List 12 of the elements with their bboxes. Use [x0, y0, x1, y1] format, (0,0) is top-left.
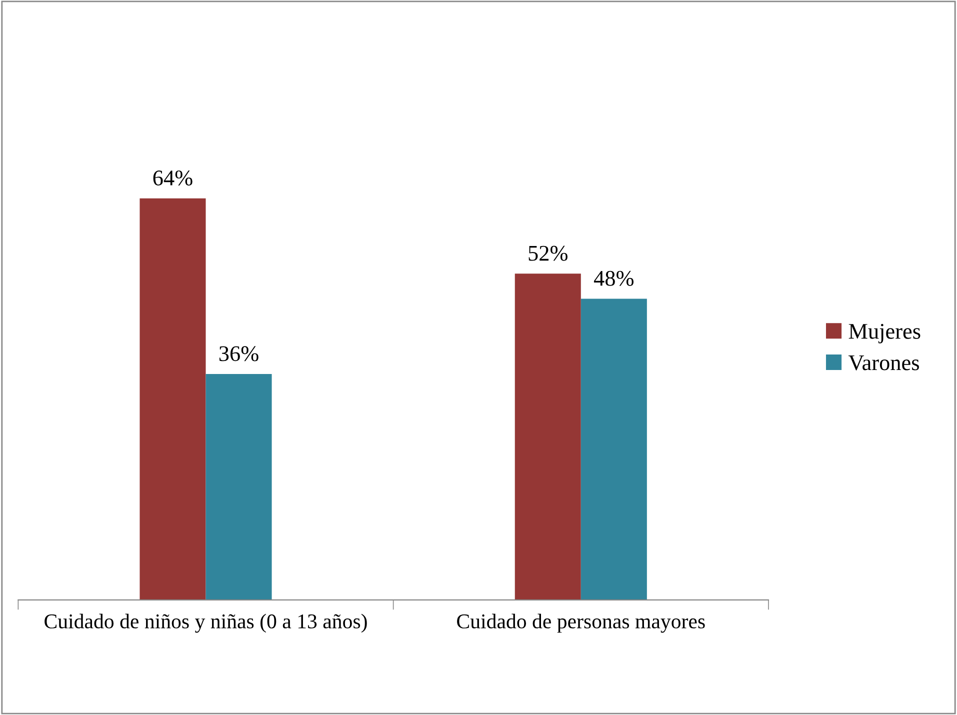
data-label: 64% — [153, 170, 192, 186]
data-label: 52% — [528, 246, 568, 261]
legend-label: Mujeres — [848, 324, 920, 344]
x-tick-label: Cuidado de personas mayores — [457, 614, 705, 633]
x-tick-label: Cuidado de niños y niñas (0 a 13 años) — [44, 614, 367, 633]
bar — [514, 274, 581, 600]
data-label: 36% — [219, 346, 258, 362]
bar — [206, 374, 272, 600]
legend-label: Varones — [848, 355, 919, 370]
data-label: 48% — [594, 270, 634, 286]
bar — [580, 298, 647, 600]
bar — [140, 198, 206, 600]
